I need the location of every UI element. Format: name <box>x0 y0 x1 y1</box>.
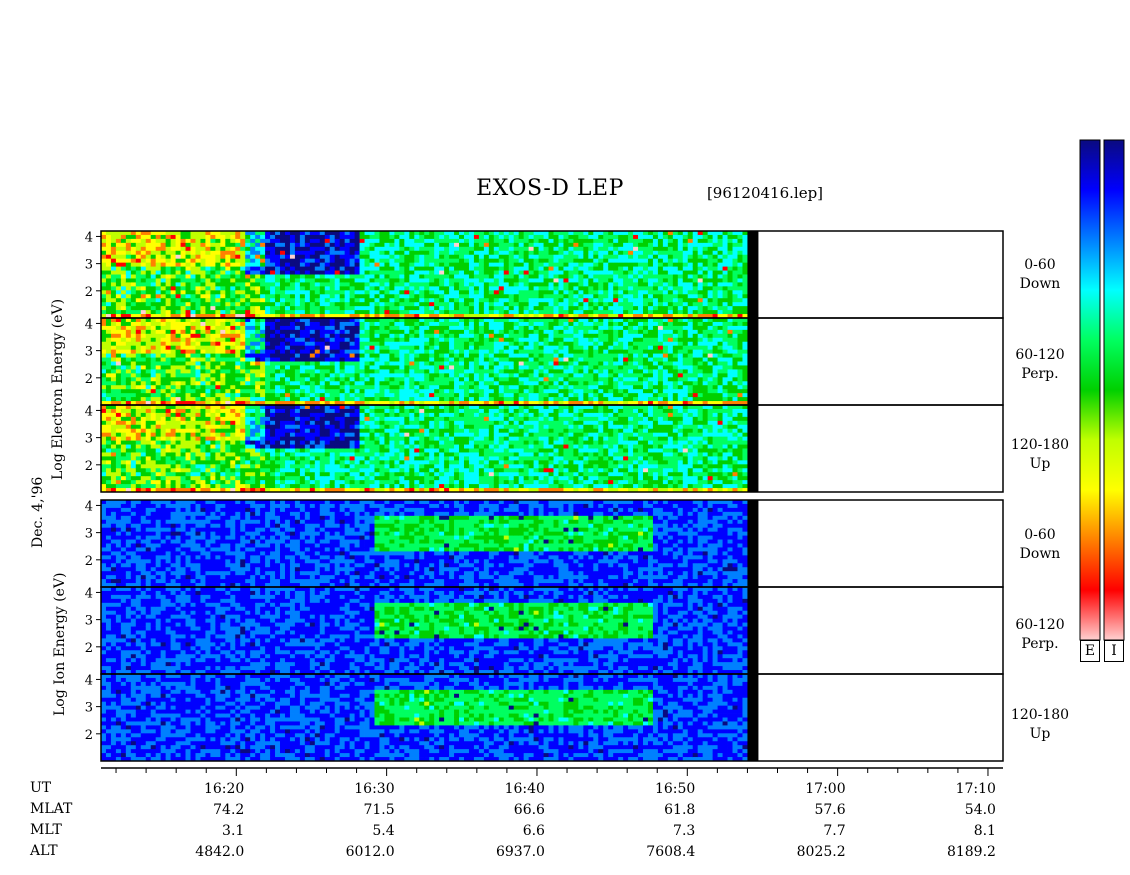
colorbar-electron <box>1079 139 1101 641</box>
ephemeris-alt-value: 6012.0 <box>346 844 395 860</box>
ephemeris-mlat-value: 71.5 <box>363 802 394 818</box>
x-tick-label: 17:10 <box>956 781 996 797</box>
y-tick-label: 2 <box>85 728 93 743</box>
spectrogram-panel-0-2 <box>101 405 748 493</box>
y-tick-label: 2 <box>85 641 93 656</box>
ephemeris-mlt-value: 8.1 <box>974 823 996 839</box>
chart-title: EXOS-D LEP <box>476 176 624 201</box>
ephemeris-alt-value: 6937.0 <box>496 844 545 860</box>
y-tick-label: 4 <box>85 499 93 514</box>
x-tick-label: 16:30 <box>354 781 394 797</box>
panel-label-e-down: 0-60 Down <box>1019 257 1061 292</box>
ephemeris-mlt-value: 7.7 <box>823 823 845 839</box>
y-tick-label: 4 <box>85 230 93 245</box>
ephemeris-mlt-value: 7.3 <box>673 823 695 839</box>
ephemeris-mlat-value: 66.6 <box>514 802 545 818</box>
spectrogram-panel-1-1 <box>101 587 748 675</box>
panel-label-e-perp: 60-120 Perp. <box>1015 347 1065 382</box>
ephemeris-mlat-value: 61.8 <box>664 802 695 818</box>
ephemeris-alt-value: 8189.2 <box>947 844 996 860</box>
panel-label-i-down: 0-60 Down <box>1019 527 1061 562</box>
y-tick-label: 3 <box>85 701 93 716</box>
ephemeris-alt-value: 7608.4 <box>646 844 695 860</box>
y-tick-label: 2 <box>85 372 93 387</box>
y-tick-label: 4 <box>85 404 93 419</box>
y-tick-label: 4 <box>85 317 93 332</box>
y-tick-label: 3 <box>85 614 93 629</box>
ephemeris-mlt-value: 6.6 <box>523 823 545 839</box>
ephemeris-mlt-value: 3.1 <box>222 823 244 839</box>
x-tick-label: 16:50 <box>655 781 695 797</box>
y-tick-label: 3 <box>85 432 93 447</box>
x-tick-label: 16:40 <box>505 781 545 797</box>
panel-frame <box>100 404 1004 493</box>
row-label-ut: UT <box>30 780 52 796</box>
y-tick-label: 2 <box>85 285 93 300</box>
y-tick-label: 3 <box>85 527 93 542</box>
panel-label-e-up: 120-180 Up <box>1010 437 1070 472</box>
spectrogram-panel-1-2 <box>101 674 748 762</box>
y-tick-label: 3 <box>85 345 93 360</box>
x-tick-label: 16:20 <box>204 781 244 797</box>
panel-frame <box>100 673 1004 762</box>
y-tick-label: 4 <box>85 673 93 688</box>
panel-label-i-up: 120-180 Up <box>1010 707 1070 742</box>
row-label-mlat: MLAT <box>30 801 73 817</box>
spectrogram-panel-0-0 <box>101 231 748 319</box>
spectrogram-panel-1-0 <box>101 500 748 588</box>
ephemeris-alt-value: 4842.0 <box>195 844 244 860</box>
y-tick-label: 3 <box>85 258 93 273</box>
file-name-label: [96120416.lep] <box>706 184 824 202</box>
ephemeris-mlat-value: 54.0 <box>965 802 996 818</box>
y-tick-label: 2 <box>85 459 93 474</box>
panel-label-i-perp: 60-120 Perp. <box>1015 617 1065 652</box>
ephemeris-mlat-value: 57.6 <box>814 802 845 818</box>
y-tick-label: 4 <box>85 586 93 601</box>
row-label-mlt: MLT <box>30 822 62 838</box>
spectrogram-panel-0-1 <box>101 318 748 406</box>
ephemeris-mlat-value: 74.2 <box>213 802 244 818</box>
row-label-alt: ALT <box>30 843 58 859</box>
y-tick-label: 2 <box>85 554 93 569</box>
colorbar-ion <box>1103 139 1125 641</box>
x-tick-label: 17:00 <box>805 781 845 797</box>
ephemeris-mlt-value: 5.4 <box>372 823 394 839</box>
ephemeris-alt-value: 8025.2 <box>797 844 846 860</box>
